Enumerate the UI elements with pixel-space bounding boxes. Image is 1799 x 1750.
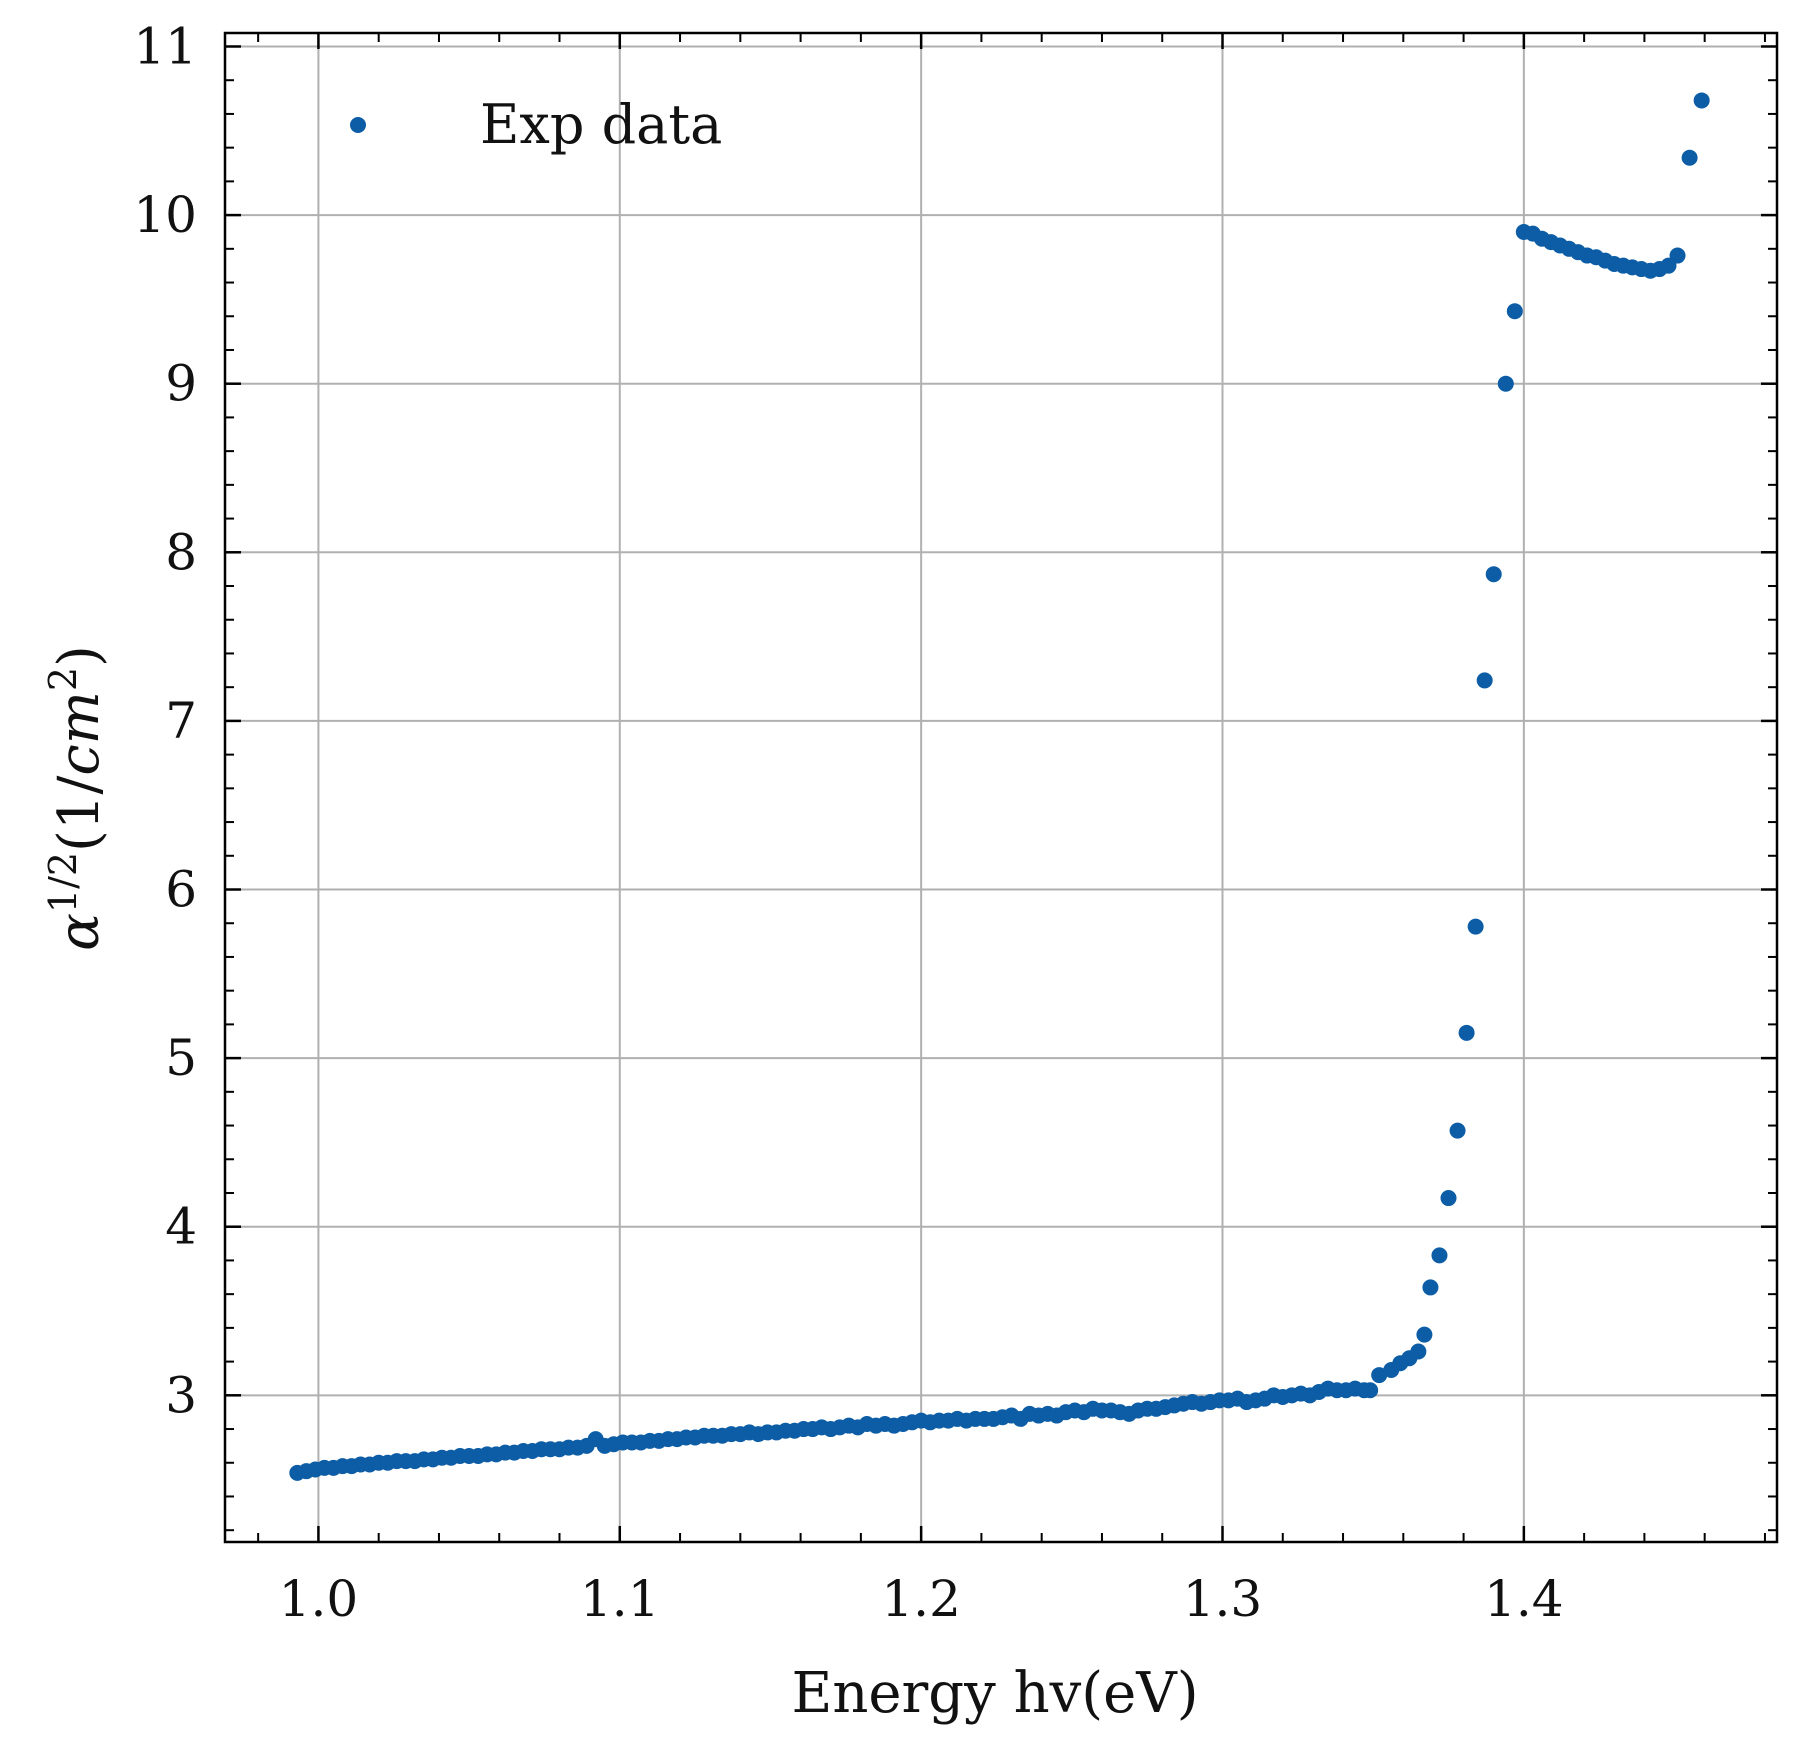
y-axis-label: α1/2(1/cm2)	[41, 645, 112, 951]
legend-label: Exp data	[480, 93, 722, 156]
y-axis-label-unit-close: )	[47, 645, 112, 667]
data-point	[1497, 375, 1514, 392]
data-point	[1431, 1247, 1448, 1264]
data-point	[1449, 1122, 1466, 1139]
minor-ticks	[225, 33, 1777, 1542]
legend: Exp data	[350, 93, 722, 156]
y-tick-labels: 3 4 5 6 7 8 9 10 11	[133, 17, 197, 1424]
data-point	[1422, 1279, 1439, 1296]
y-axis-label-unit-var: cm	[47, 691, 112, 775]
legend-marker	[350, 117, 366, 133]
x-tick-labels: 1.0 1.1 1.2 1.3 1.4	[279, 1570, 1564, 1628]
y-tick-label: 7	[165, 692, 197, 750]
y-tick-label: 5	[165, 1029, 197, 1087]
data-point	[1467, 918, 1484, 935]
data-point	[1476, 672, 1493, 689]
data-point	[1693, 92, 1710, 109]
y-axis-label-unit-exponent: 2	[41, 667, 85, 691]
grid	[225, 33, 1777, 1542]
x-tick-label: 1.1	[580, 1570, 660, 1628]
data-point	[1485, 566, 1502, 583]
data-point	[1410, 1343, 1427, 1360]
x-axis-label: Energy hv(eV)	[791, 1661, 1198, 1726]
data-point	[1440, 1190, 1457, 1207]
data-point	[1458, 1024, 1475, 1041]
y-tick-label: 4	[165, 1198, 197, 1256]
data-point	[1681, 149, 1698, 166]
data-point	[1371, 1367, 1388, 1384]
plot-frame	[223, 31, 1779, 1544]
y-tick-label: 6	[165, 861, 197, 919]
data-points	[289, 92, 1710, 1481]
x-tick-label: 1.0	[279, 1570, 359, 1628]
x-tick-label: 1.3	[1183, 1570, 1263, 1628]
y-tick-label: 9	[165, 355, 197, 413]
data-point	[1416, 1326, 1433, 1343]
y-tick-label: 10	[133, 186, 197, 244]
major-ticks	[225, 33, 1777, 1542]
y-tick-label: 3	[165, 1366, 197, 1424]
y-axis-label-unit-open: (1/	[47, 775, 112, 851]
data-point	[1506, 303, 1523, 320]
x-tick-label: 1.2	[881, 1570, 961, 1628]
data-point	[1669, 247, 1686, 264]
x-tick-label: 1.4	[1484, 1570, 1564, 1628]
y-tick-label: 8	[165, 523, 197, 581]
y-axis-label-alpha: α	[47, 913, 112, 951]
y-tick-label: 11	[133, 17, 197, 75]
y-axis-label-exponent: 1/2	[41, 852, 85, 913]
data-point	[1362, 1382, 1379, 1399]
